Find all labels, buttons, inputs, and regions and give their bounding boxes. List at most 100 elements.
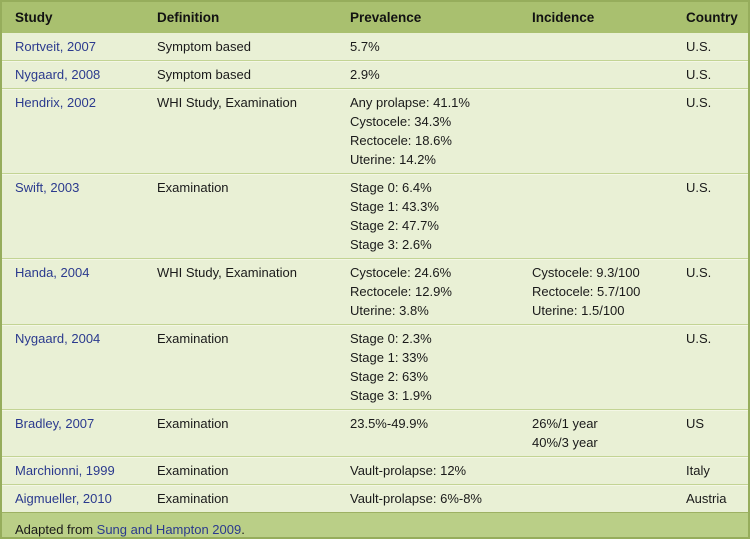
incidence-cell (532, 93, 686, 169)
definition-cell: Examination (157, 180, 229, 195)
country-cell: U.S. (686, 67, 712, 82)
definition-cell: Symptom based (157, 67, 251, 82)
footnote-suffix: . (241, 522, 245, 537)
prevalence-cell: 2.9% (350, 65, 532, 84)
prevalence-cell: Any prolapse: 41.1% Cystocele: 34.3% Recto… (350, 93, 532, 169)
prevalence-line: Any prolapse: 41.1% (350, 95, 470, 110)
incidence-cell (532, 489, 686, 508)
study-cell: Aigmueller, 2010 (15, 489, 157, 508)
country-cell: U.S. (686, 180, 712, 195)
prevalence-line: Stage 3: 1.9% (350, 388, 432, 403)
prevalence-line: Cystocele: 34.3% (350, 114, 452, 129)
table-body: Rortveit, 2007 Symptom based 5.7% U.S. Nygaa… (2, 33, 748, 512)
prevalence-cell: 23.5%-49.9% (350, 414, 532, 452)
country-cell: US (686, 416, 705, 431)
table-row: Nygaard, 2004 Examination Stage 0: 2.3% Sta… (2, 324, 748, 409)
prevalence-line: 23.5%-49.9% (350, 416, 429, 431)
table-row: Nygaard, 2008 Symptom based 2.9% U.S. (2, 60, 748, 88)
column-header-definition: Definition (157, 10, 220, 25)
incidence-line: Uterine: 1.5/100 (532, 303, 625, 318)
study-cell: Marchionni, 1999 (15, 461, 157, 480)
definition-cell: Examination (157, 463, 229, 478)
study-link[interactable]: Rortveit, 2007 (15, 39, 96, 54)
prevalence-line: 5.7% (350, 39, 380, 54)
study-cell: Nygaard, 2008 (15, 65, 157, 84)
incidence-cell (532, 178, 686, 254)
prevalence-line: Rectocele: 18.6% (350, 133, 452, 148)
incidence-cell: Cystocele: 9.3/100 Rectocele: 5.7/100 Uter… (532, 263, 686, 320)
table-footnote: Adapted from Sung and Hampton 2009. (2, 512, 748, 537)
citation-link[interactable]: Sung and Hampton 2009 (96, 522, 242, 537)
prevalence-line: Vault-prolapse: 6%-8% (350, 491, 482, 506)
prevalence-line: Uterine: 3.8% (350, 303, 429, 318)
prevalence-line: Stage 3: 2.6% (350, 237, 432, 252)
column-header-study: Study (15, 10, 53, 25)
table-row: Hendrix, 2002 WHI Study, Examination Any p… (2, 88, 748, 173)
table-row: Bradley, 2007 Examination 23.5%-49.9% 26%/1… (2, 409, 748, 456)
study-link[interactable]: Hendrix, 2002 (15, 95, 96, 110)
prevalence-line: Vault-prolapse: 12% (350, 463, 467, 478)
study-cell: Hendrix, 2002 (15, 93, 157, 169)
table-row: Marchionni, 1999 Examination Vault-prolaps… (2, 456, 748, 484)
study-cell: Nygaard, 2004 (15, 329, 157, 405)
prevalence-line: 2.9% (350, 67, 380, 82)
table-row: Swift, 2003 Examination Stage 0: 6.4% Stage… (2, 173, 748, 258)
study-cell: Rortveit, 2007 (15, 37, 157, 56)
incidence-line: 26%/1 year (532, 416, 598, 431)
prevalence-cell: Stage 0: 2.3% Stage 1: 33% Stage 2: 63% Sta… (350, 329, 532, 405)
prevalence-cell: 5.7% (350, 37, 532, 56)
prevalence-line: Stage 0: 2.3% (350, 331, 432, 346)
definition-cell: Examination (157, 331, 229, 346)
footnote-prefix: Adapted from (15, 522, 97, 537)
column-header-prevalence: Prevalence (350, 10, 422, 25)
prevalence-cell: Cystocele: 24.6% Rectocele: 12.9% Uterine:… (350, 263, 532, 320)
prevalence-line: Stage 2: 63% (350, 369, 429, 384)
table-row: Rortveit, 2007 Symptom based 5.7% U.S. (2, 33, 748, 60)
study-cell: Swift, 2003 (15, 178, 157, 254)
table-header-row: Study Definition Prevalence Incidence Co… (2, 2, 748, 33)
definition-cell: Examination (157, 491, 229, 506)
incidence-line: Rectocele: 5.7/100 (532, 284, 641, 299)
incidence-cell (532, 329, 686, 405)
prevalence-line: Stage 1: 33% (350, 350, 429, 365)
study-link[interactable]: Nygaard, 2004 (15, 331, 101, 346)
prevalence-line: Cystocele: 24.6% (350, 265, 452, 280)
prevalence-cell: Stage 0: 6.4% Stage 1: 43.3% Stage 2: 47.7… (350, 178, 532, 254)
definition-cell: Symptom based (157, 39, 251, 54)
study-cell: Bradley, 2007 (15, 414, 157, 452)
incidence-cell (532, 461, 686, 480)
prevalence-line: Uterine: 14.2% (350, 152, 436, 167)
definition-cell: Examination (157, 416, 229, 431)
table-row: Aigmueller, 2010 Examination Vault-prolaps… (2, 484, 748, 512)
definition-cell: WHI Study, Examination (157, 265, 297, 280)
country-cell: Austria (686, 491, 727, 506)
study-link[interactable]: Handa, 2004 (15, 265, 90, 280)
prevalence-cell: Vault-prolapse: 6%-8% (350, 489, 532, 508)
country-cell: U.S. (686, 95, 712, 110)
study-link[interactable]: Swift, 2003 (15, 180, 80, 195)
incidence-cell (532, 37, 686, 56)
study-cell: Handa, 2004 (15, 263, 157, 320)
table-row: Handa, 2004 WHI Study, Examination Cystoce… (2, 258, 748, 324)
country-cell: U.S. (686, 265, 712, 280)
incidence-cell: 26%/1 year 40%/3 year (532, 414, 686, 452)
prevalence-line: Stage 0: 6.4% (350, 180, 432, 195)
country-cell: Italy (686, 463, 710, 478)
column-header-incidence: Incidence (532, 10, 595, 25)
prevalence-cell: Vault-prolapse: 12% (350, 461, 532, 480)
incidence-cell (532, 65, 686, 84)
country-cell: U.S. (686, 331, 712, 346)
prevalence-line: Rectocele: 12.9% (350, 284, 452, 299)
study-link[interactable]: Marchionni, 1999 (15, 463, 115, 478)
incidence-line: 40%/3 year (532, 435, 598, 450)
prevalence-line: Stage 2: 47.7% (350, 218, 439, 233)
incidence-line: Cystocele: 9.3/100 (532, 265, 640, 280)
column-header-country: Country (686, 10, 738, 25)
study-link[interactable]: Aigmueller, 2010 (15, 491, 112, 506)
definition-cell: WHI Study, Examination (157, 95, 297, 110)
prevalence-line: Stage 1: 43.3% (350, 199, 439, 214)
study-link[interactable]: Nygaard, 2008 (15, 67, 101, 82)
study-link[interactable]: Bradley, 2007 (15, 416, 95, 431)
country-cell: U.S. (686, 39, 712, 54)
